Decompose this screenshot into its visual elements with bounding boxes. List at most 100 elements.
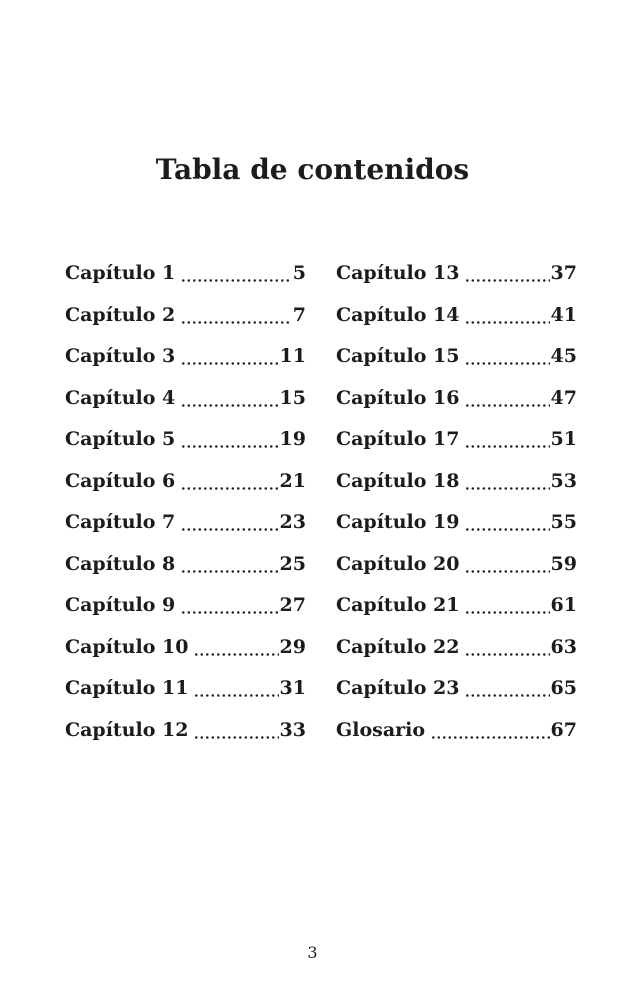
toc-entry-page: 29 (279, 635, 306, 658)
toc-entry-page: 27 (279, 594, 306, 616)
dot-leader (182, 320, 292, 324)
toc-entry-label: Capítulo 6 (65, 469, 176, 492)
dot-leader (466, 362, 550, 365)
page-title: Tabla de contenidos (155, 153, 470, 186)
dot-leader (182, 445, 279, 448)
toc-entry: Capítulo 7 23 (65, 509, 306, 535)
toc-entry-page: 31 (279, 677, 306, 699)
toc-entry-label: Capítulo 9 (65, 594, 176, 616)
toc-entry-page: 19 (279, 428, 306, 450)
toc-entry: Capítulo 12 33 (65, 717, 306, 743)
toc-entry-page: 59 (550, 552, 577, 575)
toc-column-left: Capítulo 1 5 Capítulo 2 7 Capítulo 3 11 … (65, 260, 306, 758)
dot-leader (466, 279, 550, 282)
dot-leader (182, 279, 292, 282)
toc-entry: Capítulo 9 27 (65, 592, 306, 618)
toc-entry-page: 65 (550, 677, 577, 699)
toc-entry-label: Capítulo 8 (65, 552, 176, 575)
toc-entry: Capítulo 4 15 (65, 385, 306, 411)
toc-entry-page: 67 (550, 718, 577, 741)
toc-entry-page: 55 (550, 511, 577, 533)
toc-entry: Capítulo 17 51 (336, 426, 577, 452)
toc-entry-label: Capítulo 15 (336, 345, 460, 367)
toc-entry-page: 5 (292, 262, 306, 284)
toc-entry-label: Capítulo 13 (336, 262, 460, 284)
dot-leader (182, 569, 279, 573)
toc-entry-label: Capítulo 3 (65, 345, 176, 367)
toc-entry: Capítulo 2 7 (65, 302, 306, 328)
toc-entry: Capítulo 11 31 (65, 675, 306, 701)
toc-entry: Capítulo 6 21 (65, 468, 306, 494)
toc-entry: Capítulo 19 55 (336, 509, 577, 535)
toc-entry-label: Capítulo 18 (336, 469, 460, 492)
toc-entry-page: 21 (279, 469, 306, 492)
dot-leader (195, 694, 279, 697)
toc-entry: Capítulo 13 37 (336, 260, 577, 286)
toc-entry: Capítulo 23 65 (336, 675, 577, 701)
dot-leader (466, 528, 550, 531)
toc-entry: Glosario 67 (336, 717, 577, 743)
dot-leader (466, 569, 550, 573)
toc-entry-page: 7 (292, 303, 306, 326)
toc-entry: Capítulo 15 45 (336, 343, 577, 369)
dot-leader (182, 528, 279, 531)
toc-entry-page: 37 (550, 262, 577, 284)
toc-entry: Capítulo 18 53 (336, 468, 577, 494)
dot-leader (195, 735, 279, 739)
toc-entry-label: Capítulo 23 (336, 677, 460, 699)
table-of-contents: Capítulo 1 5 Capítulo 2 7 Capítulo 3 11 … (65, 260, 577, 758)
toc-entry-page: 41 (550, 303, 577, 326)
toc-entry-label: Capítulo 19 (336, 511, 460, 533)
toc-entry: Capítulo 10 29 (65, 634, 306, 660)
toc-entry-label: Capítulo 10 (65, 635, 189, 658)
dot-leader (182, 611, 279, 614)
toc-entry-page: 23 (279, 511, 306, 533)
dot-leader (466, 403, 550, 407)
dot-leader (466, 320, 550, 324)
dot-leader (466, 445, 550, 448)
dot-leader (195, 652, 279, 656)
toc-entry-label: Capítulo 1 (65, 262, 176, 284)
dot-leader (182, 362, 279, 365)
dot-leader (432, 735, 550, 739)
toc-entry-label: Capítulo 12 (65, 718, 189, 741)
toc-entry-page: 15 (279, 386, 306, 409)
dot-leader (466, 611, 550, 614)
toc-entry: Capítulo 21 61 (336, 592, 577, 618)
toc-entry-page: 45 (550, 345, 577, 367)
toc-column-right: Capítulo 13 37 Capítulo 14 41 Capítulo 1… (336, 260, 577, 758)
toc-entry: Capítulo 14 41 (336, 302, 577, 328)
toc-entry-page: 63 (550, 635, 577, 658)
toc-entry-page: 11 (279, 345, 306, 367)
toc-entry-label: Capítulo 4 (65, 386, 176, 409)
toc-entry-label: Capítulo 11 (65, 677, 189, 699)
toc-entry-label: Capítulo 22 (336, 635, 460, 658)
toc-entry-label: Capítulo 5 (65, 428, 176, 450)
toc-entry-label: Capítulo 16 (336, 386, 460, 409)
toc-entry-page: 25 (279, 552, 306, 575)
toc-entry-page: 53 (550, 469, 577, 492)
toc-entry: Capítulo 3 11 (65, 343, 306, 369)
page-number: 3 (307, 943, 318, 962)
toc-entry-label: Capítulo 20 (336, 552, 460, 575)
toc-entry-label: Glosario (336, 718, 426, 741)
toc-entry-label: Capítulo 17 (336, 428, 460, 450)
dot-leader (182, 486, 279, 490)
dot-leader (466, 694, 550, 697)
toc-entry-label: Capítulo 14 (336, 303, 460, 326)
dot-leader (466, 652, 550, 656)
toc-entry-label: Capítulo 2 (65, 303, 176, 326)
toc-entry: Capítulo 5 19 (65, 426, 306, 452)
dot-leader (182, 403, 279, 407)
dot-leader (466, 486, 550, 490)
toc-entry-page: 51 (550, 428, 577, 450)
toc-entry: Capítulo 16 47 (336, 385, 577, 411)
toc-entry-page: 47 (550, 386, 577, 409)
toc-entry-page: 61 (550, 594, 577, 616)
toc-entry: Capítulo 8 25 (65, 551, 306, 577)
toc-entry: Capítulo 22 63 (336, 634, 577, 660)
toc-entry-page: 33 (279, 718, 306, 741)
toc-entry: Capítulo 20 59 (336, 551, 577, 577)
toc-entry-label: Capítulo 7 (65, 511, 176, 533)
